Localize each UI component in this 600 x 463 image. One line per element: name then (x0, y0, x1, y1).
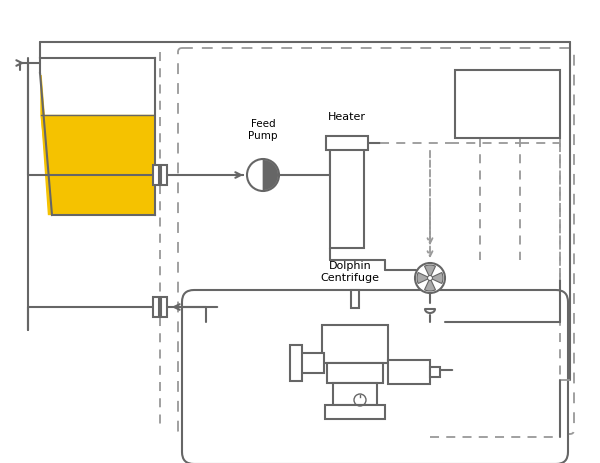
Circle shape (427, 275, 433, 281)
Bar (327, 363, 383, 383)
Polygon shape (41, 115, 154, 214)
Bar (161, 165, 167, 185)
Text: Dolphin
Centrifuge: Dolphin Centrifuge (320, 262, 380, 283)
Bar (322, 325, 388, 363)
FancyBboxPatch shape (182, 290, 568, 463)
Circle shape (247, 159, 279, 191)
Bar (325, 405, 385, 419)
Bar (290, 345, 302, 381)
Bar (330, 148, 364, 248)
Wedge shape (425, 265, 436, 278)
Wedge shape (263, 160, 278, 190)
Wedge shape (425, 278, 436, 291)
Bar (300, 353, 324, 373)
Bar (161, 297, 167, 317)
Bar (430, 367, 440, 377)
Text: Heater: Heater (328, 112, 366, 122)
Circle shape (415, 263, 445, 293)
Bar (455, 70, 560, 138)
Bar (351, 290, 359, 308)
Polygon shape (41, 75, 52, 214)
Wedge shape (417, 273, 430, 283)
Bar (326, 136, 368, 150)
Text: Control
Panel: Control Panel (486, 90, 529, 118)
Bar (153, 297, 159, 317)
Text: Feed
Pump: Feed Pump (248, 119, 278, 141)
Wedge shape (430, 273, 443, 283)
Bar (333, 383, 377, 405)
Bar (153, 165, 159, 185)
Bar (388, 360, 430, 384)
